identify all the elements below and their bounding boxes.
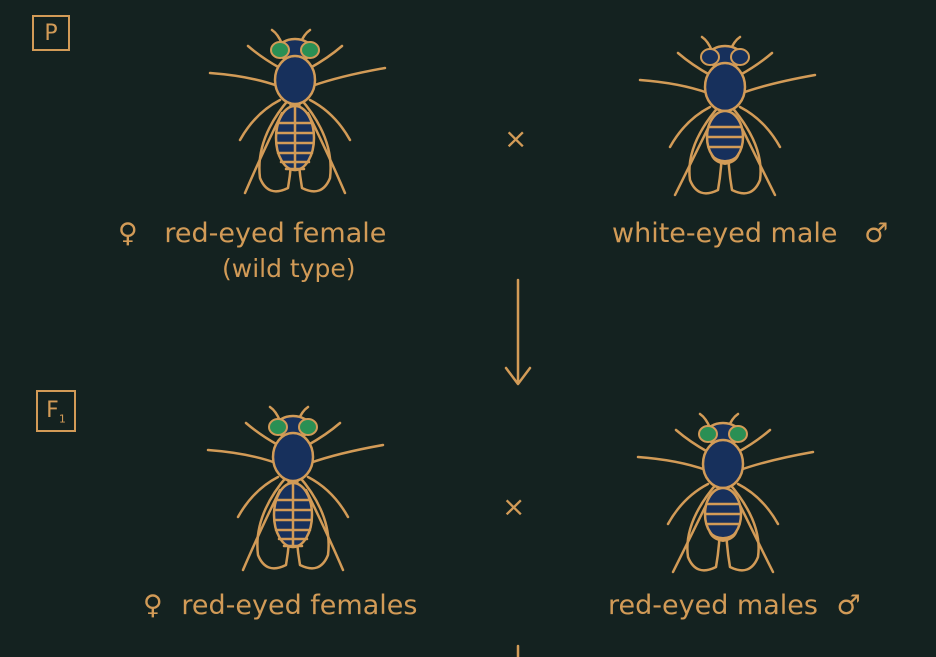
arrow-down-icon [504, 278, 532, 386]
label-f1-female: ♀ red-eyed females [143, 590, 418, 621]
arrow-down-partial-icon [516, 644, 520, 657]
cross-symbol-f1: × [502, 490, 526, 523]
female-symbol: ♀ [118, 218, 138, 249]
white-eye-left [700, 48, 720, 66]
male-symbol: ♂ [864, 218, 889, 249]
fly-f1-female [206, 405, 385, 572]
red-eye-right [298, 418, 318, 436]
generation-f1-label: F1 [36, 390, 76, 432]
red-eye-left [268, 418, 288, 436]
red-eye-right [300, 41, 320, 59]
fly-p-female [208, 28, 387, 195]
label-p-male: white-eyed male ♂ [612, 218, 889, 249]
label-f1-male: red-eyed males ♂ [608, 590, 861, 621]
fly-p-male [638, 35, 817, 197]
male-symbol: ♂ [836, 590, 861, 621]
label-p-female: ♀ red-eyed female [118, 218, 387, 249]
red-eye-left [698, 425, 718, 443]
cross-symbol-p: × [504, 122, 528, 155]
fly-f1-male [636, 412, 815, 574]
red-eye-left [270, 41, 290, 59]
generation-p-label: P [32, 15, 70, 51]
female-symbol: ♀ [143, 590, 163, 621]
label-p-female-subtext: (wild type) [222, 254, 356, 283]
white-eye-right [730, 48, 750, 66]
red-eye-right [728, 425, 748, 443]
